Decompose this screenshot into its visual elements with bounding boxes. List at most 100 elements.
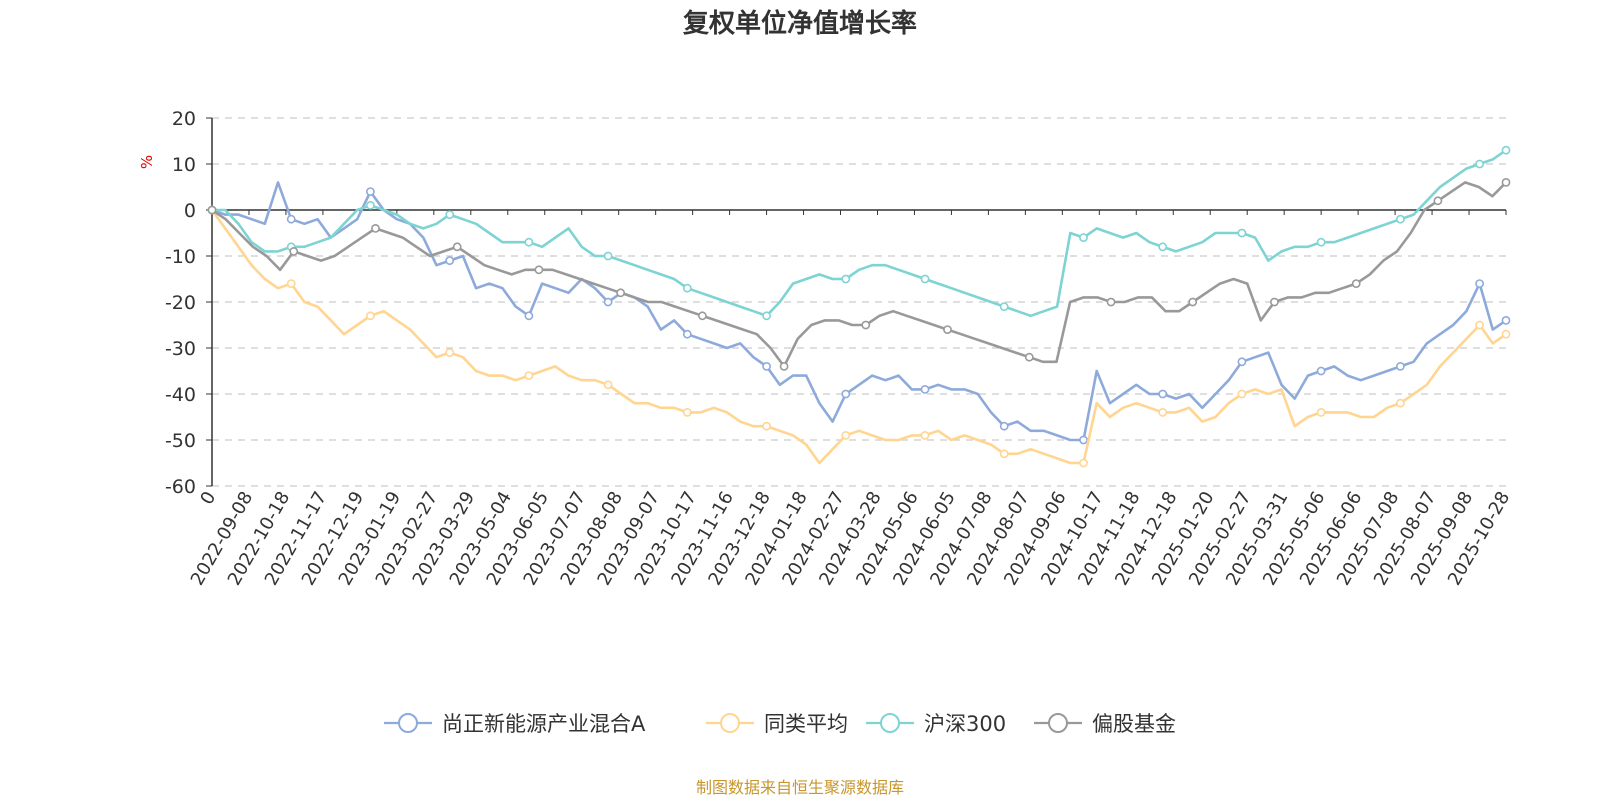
data-point [1188, 297, 1198, 307]
data-point [286, 214, 296, 224]
data-point [524, 371, 534, 380]
data-point [616, 288, 625, 298]
data-point [445, 210, 455, 219]
data-point [1316, 237, 1326, 247]
x-tick-label: 0 [196, 488, 220, 508]
data-point [524, 311, 534, 321]
data-point [365, 200, 375, 210]
chart-title: 复权单位净值增长率 [683, 8, 917, 39]
legend-marker-icon [880, 713, 900, 733]
data-point [1316, 366, 1326, 376]
data-point [445, 348, 455, 357]
data-point [1396, 398, 1405, 408]
data-point [698, 311, 707, 321]
data-point [452, 242, 462, 252]
y-tick-labels: 20 10 0 -10 -20 -30 -40 -50 -60 [165, 108, 196, 498]
y-tick-label: -10 [165, 246, 196, 268]
data-point [762, 421, 771, 431]
y-axis-unit: % [138, 155, 156, 169]
data-point [1475, 159, 1484, 169]
x-tick-labels: 02022-09-082022-10-182022-11-172022-12-1… [187, 488, 1515, 589]
data-point [1158, 389, 1168, 399]
data-point [1433, 196, 1443, 206]
data-point [1501, 177, 1511, 187]
data-point [1396, 214, 1405, 224]
data-point [524, 237, 534, 247]
data-point [286, 279, 296, 288]
data-point [1270, 297, 1279, 307]
data-point [371, 223, 380, 233]
y-tick-label: -50 [165, 430, 196, 452]
data-point [1396, 361, 1405, 371]
legend-item-0[interactable]: 尚正新能源产业混合A [384, 712, 646, 736]
legend-label: 偏股基金 [1092, 712, 1176, 736]
data-point [861, 320, 871, 330]
y-tick-label: 10 [172, 154, 196, 176]
data-point [1079, 435, 1088, 445]
series-line-0 [210, 181, 1508, 442]
data-point [762, 361, 771, 371]
data-point [920, 384, 930, 394]
y-tick-label: 20 [172, 108, 196, 130]
series-line-2 [210, 148, 1508, 318]
data-point [999, 449, 1009, 459]
data-point [762, 311, 771, 321]
data-point [603, 297, 613, 307]
data-point [943, 325, 952, 334]
data-point [920, 274, 930, 284]
series-line-3 [210, 181, 1508, 368]
data-point [682, 407, 692, 417]
y-tick-label: 0 [184, 200, 196, 222]
axes [206, 117, 1507, 487]
data-point [534, 265, 544, 275]
data-point [920, 430, 930, 440]
data-point [1106, 297, 1116, 307]
data-point [1237, 228, 1247, 238]
data-point [682, 329, 692, 339]
legend-item-3[interactable]: 偏股基金 [1034, 712, 1176, 736]
data-point [1158, 242, 1168, 252]
data-point [1237, 389, 1247, 399]
legend-marker-icon [720, 713, 740, 733]
legend-marker-icon [1048, 713, 1068, 733]
data-point [603, 380, 613, 390]
data-point [841, 389, 851, 399]
data-point [365, 311, 375, 321]
data-point [1475, 320, 1484, 330]
y-tick-label: -30 [165, 338, 196, 360]
data-point [1079, 458, 1088, 468]
legend[interactable]: 尚正新能源产业混合A 同类平均 沪深300 偏股基金 [384, 712, 1176, 736]
data-point [365, 187, 375, 196]
data-point [841, 430, 851, 440]
series-line-1 [210, 208, 1508, 465]
legend-label: 同类平均 [764, 712, 848, 736]
data-point [1501, 145, 1511, 155]
legend-item-1[interactable]: 同类平均 [706, 712, 848, 736]
data-point [999, 421, 1009, 431]
data-point [1158, 407, 1168, 417]
source-note: 制图数据来自恒生聚源数据库 [696, 778, 904, 797]
data-point [1351, 279, 1361, 288]
data-point [289, 246, 299, 256]
data-point [779, 361, 789, 371]
data-point [603, 251, 613, 261]
y-tick-label: -60 [165, 476, 196, 498]
legend-marker-icon [398, 713, 418, 733]
data-point [1024, 352, 1034, 362]
data-point [1237, 357, 1247, 367]
data-point [1316, 407, 1326, 417]
data-point [999, 302, 1009, 311]
legend-label: 尚正新能源产业混合A [442, 712, 646, 736]
y-tick-label: -40 [165, 384, 196, 406]
legend-label: 沪深300 [924, 712, 1006, 736]
data-point [445, 256, 455, 265]
series-lines [207, 145, 1511, 468]
data-point [682, 283, 692, 293]
data-point [1501, 329, 1511, 339]
data-point [1475, 279, 1484, 288]
data-point [207, 205, 217, 215]
legend-item-2[interactable]: 沪深300 [866, 712, 1006, 736]
data-point [841, 274, 851, 284]
data-point [1079, 233, 1088, 242]
